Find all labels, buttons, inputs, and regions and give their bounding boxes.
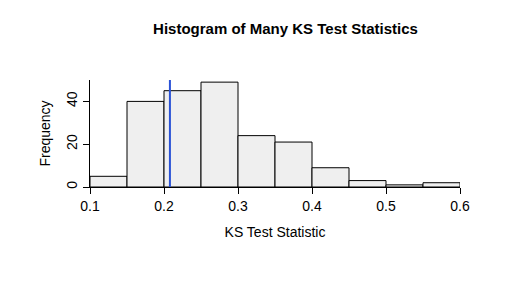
svg-text:0.4: 0.4 [302,198,322,214]
svg-text:KS Test Statistic: KS Test Statistic [225,224,326,240]
svg-text:40: 40 [64,91,80,107]
svg-text:0.1: 0.1 [80,198,100,214]
svg-text:0.2: 0.2 [154,198,174,214]
svg-text:0: 0 [64,181,80,189]
svg-text:0.5: 0.5 [376,198,396,214]
svg-text:0.6: 0.6 [450,198,470,214]
svg-text:0.3: 0.3 [228,198,248,214]
svg-text:20: 20 [64,134,80,150]
svg-text:Histogram of Many KS Test Stat: Histogram of Many KS Test Statistics [153,20,418,37]
svg-text:Frequency: Frequency [37,100,53,166]
